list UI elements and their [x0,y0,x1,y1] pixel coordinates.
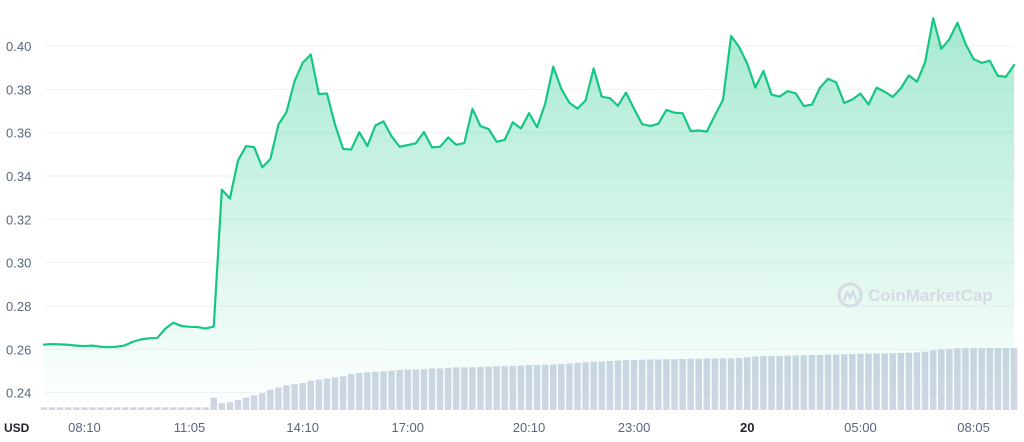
x-tick-label: 14:10 [286,420,319,435]
price-area-fill [44,18,1014,411]
y-axis-unit-label: USD [4,421,30,435]
price-line-layer [42,17,1016,349]
x-tick-label: 08:05 [957,420,990,435]
coinmarketcap-logo-icon [837,282,863,308]
y-tick-label: 0.26 [6,342,31,357]
y-axis: 0.24 0.26 0.28 0.30 0.32 0.34 0.36 0.38 0.40 [6,39,31,401]
x-tick-label: 17:00 [391,420,424,435]
x-tick-label: 11:05 [174,420,206,435]
price-line [42,17,1016,349]
watermark-text: CoinMarketCap [868,286,993,305]
y-tick-label: 0.28 [6,299,31,314]
y-tick-label: 0.34 [6,169,31,184]
y-tick-label: 0.30 [6,256,31,271]
y-tick-label: 0.38 [6,82,31,97]
y-tick-label: 0.40 [6,39,31,54]
x-tick-label: 08:10 [68,420,101,435]
x-tick-label: 20 [740,420,754,435]
x-tick-label: 05:00 [844,420,877,435]
x-tick-label: 23:00 [618,420,651,435]
y-tick-label: 0.36 [6,126,31,141]
price-area [44,18,1014,411]
watermark: CoinMarketCap [837,282,993,308]
y-tick-label: 0.32 [6,212,31,227]
x-tick-label: 20:10 [513,420,546,435]
x-axis: 08:10 11:05 14:10 17:00 20:10 23:00 20 05:00 08:… [68,420,990,435]
y-tick-label: 0.24 [6,386,31,401]
